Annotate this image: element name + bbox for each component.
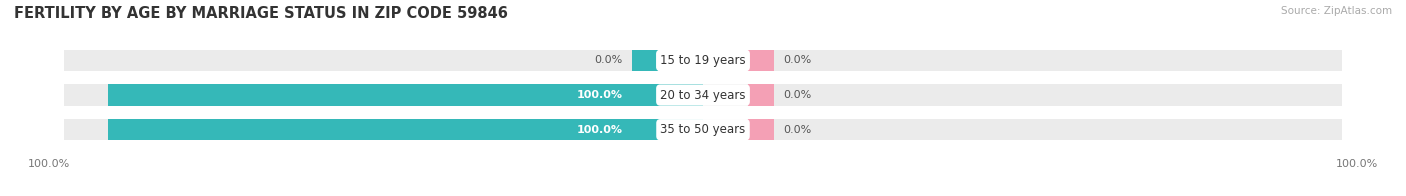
Text: Source: ZipAtlas.com: Source: ZipAtlas.com xyxy=(1281,6,1392,16)
Bar xyxy=(631,50,658,71)
Bar xyxy=(63,50,703,71)
Bar xyxy=(703,84,1343,106)
Text: 0.0%: 0.0% xyxy=(783,125,811,135)
Bar xyxy=(748,119,775,140)
Text: 35 to 50 years: 35 to 50 years xyxy=(661,123,745,136)
Bar xyxy=(63,84,703,106)
Legend: Married, Unmarried: Married, Unmarried xyxy=(617,192,789,196)
Bar xyxy=(631,84,658,106)
Bar xyxy=(748,50,775,71)
Text: 0.0%: 0.0% xyxy=(595,55,623,65)
Bar xyxy=(748,84,775,106)
Bar xyxy=(108,119,703,140)
Text: 100.0%: 100.0% xyxy=(1336,159,1378,169)
Text: 0.0%: 0.0% xyxy=(783,55,811,65)
Text: 0.0%: 0.0% xyxy=(783,90,811,100)
Bar xyxy=(703,50,1343,71)
Text: FERTILITY BY AGE BY MARRIAGE STATUS IN ZIP CODE 59846: FERTILITY BY AGE BY MARRIAGE STATUS IN Z… xyxy=(14,6,508,21)
Text: 15 to 19 years: 15 to 19 years xyxy=(661,54,745,67)
Bar xyxy=(703,119,1343,140)
Text: 100.0%: 100.0% xyxy=(28,159,70,169)
Bar xyxy=(631,119,658,140)
Bar xyxy=(63,119,703,140)
Text: 100.0%: 100.0% xyxy=(576,125,623,135)
Text: 20 to 34 years: 20 to 34 years xyxy=(661,89,745,102)
Text: 100.0%: 100.0% xyxy=(576,90,623,100)
Bar xyxy=(108,84,703,106)
